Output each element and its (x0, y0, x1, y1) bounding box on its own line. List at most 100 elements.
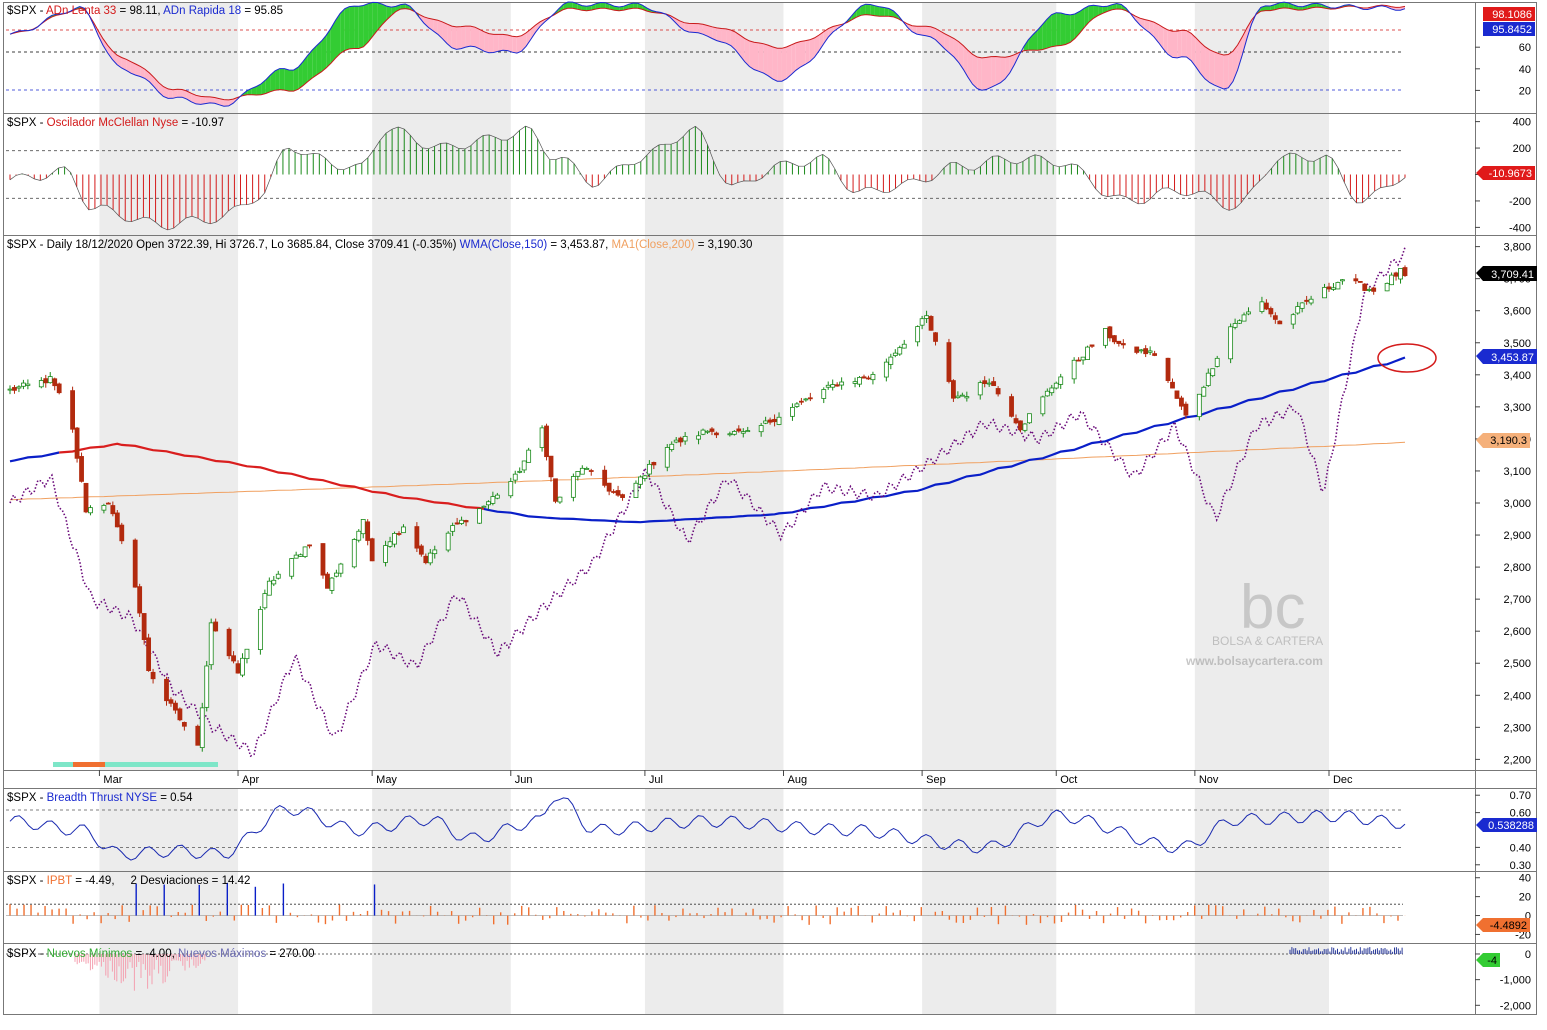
candle (995, 386, 1001, 397)
adn-fill (326, 28, 331, 68)
candle-body (570, 476, 576, 498)
candle (834, 382, 840, 387)
adn-fill (140, 66, 145, 79)
candle (43, 374, 49, 388)
candle-body (1362, 283, 1368, 291)
candle (173, 700, 178, 714)
candle-body (1366, 289, 1372, 291)
candle-body (383, 545, 388, 563)
candle-body (52, 378, 58, 387)
adn-fill (684, 22, 689, 33)
adn-fill (502, 34, 508, 51)
y-tick-label: 0.60 (1510, 808, 1531, 820)
adn-fill (1060, 13, 1066, 46)
candle-body (418, 545, 424, 555)
candle (830, 379, 836, 391)
adn-fill (614, 6, 620, 11)
candle (982, 376, 988, 388)
candle (1022, 423, 1028, 433)
candle-body (521, 460, 527, 471)
candle (736, 425, 742, 433)
candle (293, 551, 299, 559)
candle (423, 553, 429, 565)
candle-body (700, 429, 706, 435)
candle (481, 505, 487, 508)
candle (38, 377, 44, 389)
price-panel (7, 247, 1408, 758)
candle-body (807, 397, 813, 400)
candle-body (1357, 281, 1363, 283)
candle (1049, 384, 1055, 396)
candle (1326, 282, 1332, 292)
adn-fill (940, 31, 945, 49)
adn-fast-line (9, 1, 1406, 107)
candle (302, 546, 308, 559)
candle-body (1393, 272, 1399, 277)
candle-body (1183, 403, 1189, 416)
month-label: Jun (515, 774, 533, 786)
new-highs-lows-panel (6, 946, 1403, 991)
candle (70, 386, 75, 433)
adn-fill (698, 23, 703, 35)
candle-body (982, 380, 988, 384)
adn-fill (1005, 56, 1010, 79)
candle (776, 412, 782, 426)
dotted-oscillator-line (9, 247, 1406, 758)
candle-body (1009, 396, 1014, 417)
watermark-name: BOLSA & CARTERA (1212, 634, 1323, 648)
candle-body (575, 471, 581, 477)
adn-fill (833, 25, 838, 33)
candle-body (208, 622, 214, 666)
watermark: bc BOLSA & CARTERA www.bolsaycartera.com (1185, 573, 1323, 668)
candle (114, 510, 120, 528)
y-tick-label: 2,700 (1503, 594, 1531, 606)
adn-fill (1209, 49, 1215, 86)
candle (901, 339, 907, 349)
candle (705, 430, 710, 434)
candle (986, 378, 992, 387)
candle-body (602, 469, 608, 486)
candle-body (12, 387, 17, 391)
candle-body (830, 384, 836, 388)
candle (1165, 357, 1171, 384)
month-label: Apr (242, 774, 259, 786)
adn-fill (763, 43, 768, 76)
svg-text:0.538288: 0.538288 (1488, 820, 1534, 832)
badge-adn-fast: 95.8452 (1483, 22, 1535, 36)
adn-fill (1088, 5, 1094, 23)
candle-body (1335, 282, 1341, 290)
adn-fill (823, 28, 829, 44)
adn-fill (749, 40, 754, 70)
adn-fill (981, 57, 987, 91)
candle-body (1076, 359, 1082, 362)
adn-fill (1135, 16, 1140, 26)
adn-fill (963, 45, 968, 78)
adn-fill (1158, 24, 1164, 49)
candle (1143, 345, 1149, 358)
month-label: Oct (1060, 774, 1077, 786)
ma200-line (9, 441, 1406, 501)
candle-body (794, 403, 800, 407)
adn-fill (874, 5, 880, 17)
adn-fill (168, 88, 173, 99)
y-tick-label: 2,300 (1503, 722, 1531, 734)
candle (1076, 357, 1082, 362)
candle (888, 353, 894, 370)
adn-fill (1195, 37, 1201, 74)
wma150-line (9, 451, 60, 463)
candle (47, 372, 53, 384)
adn-fill (1298, 6, 1303, 11)
y-tick-label: 0 (1525, 949, 1531, 961)
mcclellan-line (9, 125, 1406, 231)
candle-body (727, 433, 733, 436)
candle (539, 425, 545, 452)
candle (964, 391, 970, 402)
adn-fill (707, 25, 713, 39)
adn-fill (1163, 27, 1168, 55)
candle-body (866, 377, 871, 380)
candle (16, 385, 22, 393)
candle-body (1308, 298, 1314, 304)
adn-fill (196, 95, 201, 105)
adn-fill (382, 4, 387, 25)
candle (119, 522, 125, 545)
